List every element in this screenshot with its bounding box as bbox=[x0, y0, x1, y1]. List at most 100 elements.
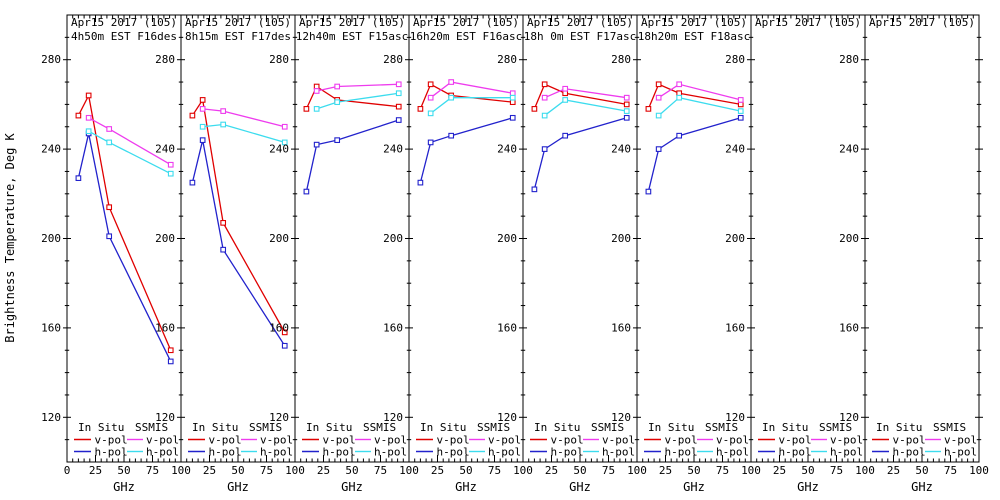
x-tick-label: 75 bbox=[716, 464, 729, 477]
y-tick-label: 280 bbox=[839, 53, 859, 66]
y-tick-label: 240 bbox=[497, 143, 517, 156]
legend-header-ssmis: SSMIS bbox=[705, 421, 738, 434]
y-tick-label: 120 bbox=[269, 411, 289, 424]
legend-label-ssmis_v: v-pol bbox=[830, 434, 863, 447]
legend-label-insitu_v: v-pol bbox=[437, 434, 470, 447]
panel-title: Apr15 2017 (105) bbox=[185, 16, 291, 29]
y-tick-label: 160 bbox=[155, 321, 175, 334]
y-tick-label: 200 bbox=[41, 232, 61, 245]
data-point-marker-ssmis_v bbox=[85, 114, 92, 121]
y-tick-label: 120 bbox=[497, 411, 517, 424]
data-point-marker-insitu_v bbox=[220, 220, 227, 226]
x-tick-label: 50 bbox=[687, 464, 700, 477]
series-line-insitu_h bbox=[647, 117, 741, 192]
data-point-marker-ssmis_h bbox=[448, 94, 455, 101]
data-point-marker-insitu_v bbox=[189, 112, 196, 119]
panel-title: Apr15 2017 (105) bbox=[527, 16, 633, 29]
data-point-marker-insitu_h bbox=[623, 114, 630, 121]
data-point-marker-ssmis_v bbox=[199, 106, 206, 112]
x-tick-label: 75 bbox=[602, 464, 615, 477]
x-tick-label: 100 bbox=[513, 464, 533, 477]
x-tick-label: 25 bbox=[773, 464, 786, 477]
series-line-insitu_h bbox=[77, 133, 172, 362]
panel-1: 120 160 200 240 280 0 25 50 75 100 GHz Apr15 2017 (… bbox=[41, 14, 191, 494]
x-tick-label: 100 bbox=[399, 464, 419, 477]
data-point-marker-insitu_h bbox=[417, 179, 424, 186]
x-tick-label: 50 bbox=[459, 464, 472, 477]
x-tick-label: 50 bbox=[345, 464, 358, 477]
data-point-marker-insitu_v bbox=[167, 347, 174, 354]
x-tick-label: 25 bbox=[203, 464, 216, 477]
legend-label-ssmis_v: v-pol bbox=[944, 434, 977, 447]
legend-header-ssmis: SSMIS bbox=[819, 421, 852, 434]
y-tick-label: 200 bbox=[611, 232, 631, 245]
legend-label-ssmis_v: v-pol bbox=[260, 434, 293, 447]
data-point-marker-ssmis_h bbox=[676, 94, 683, 101]
data-point-marker-ssmis_h bbox=[313, 106, 320, 112]
data-point-marker-ssmis_h bbox=[395, 90, 402, 97]
y-tick-label: 240 bbox=[269, 143, 289, 156]
legend-header-in-situ: In Situ bbox=[876, 421, 922, 434]
data-point-marker-insitu_v bbox=[655, 81, 662, 88]
x-tick-label: 100 bbox=[969, 464, 989, 477]
panel-title: Apr15 2017 (105) bbox=[299, 16, 405, 29]
data-point-marker-ssmis_v bbox=[676, 81, 683, 88]
data-point-marker-insitu_v bbox=[531, 106, 538, 112]
panel-subtitle: 16h20m EST F16asc bbox=[410, 30, 523, 43]
y-tick-label: 120 bbox=[839, 411, 859, 424]
data-point-marker-ssmis_v bbox=[167, 161, 174, 168]
legend-label-ssmis_h: h-pol bbox=[830, 446, 863, 459]
panel-title: Apr15 2017 (105) bbox=[71, 16, 177, 29]
x-tick-label: 75 bbox=[830, 464, 843, 477]
y-tick-label: 280 bbox=[497, 53, 517, 66]
legend-label-insitu_v: v-pol bbox=[665, 434, 698, 447]
series-line-ssmis_v bbox=[316, 83, 399, 92]
legend-header-in-situ: In Situ bbox=[648, 421, 694, 434]
data-point-marker-insitu_h bbox=[676, 132, 683, 139]
x-axis-label: GHz bbox=[683, 480, 705, 494]
data-point-marker-insitu_h bbox=[448, 132, 455, 139]
legend-label-ssmis_h: h-pol bbox=[260, 446, 293, 459]
legend-header-ssmis: SSMIS bbox=[363, 421, 396, 434]
y-tick-label: 160 bbox=[497, 321, 517, 334]
data-point-marker-insitu_v bbox=[427, 81, 434, 88]
data-point-marker-insitu_h bbox=[167, 358, 174, 365]
x-axis-label: GHz bbox=[569, 480, 591, 494]
y-tick-label: 160 bbox=[725, 321, 745, 334]
x-tick-label: 75 bbox=[374, 464, 387, 477]
data-point-marker-ssmis_v bbox=[427, 94, 434, 101]
legend-label-ssmis_v: v-pol bbox=[146, 434, 179, 447]
data-point-marker-ssmis_v bbox=[541, 94, 548, 101]
x-tick-label: 25 bbox=[89, 464, 102, 477]
y-tick-label: 240 bbox=[839, 143, 859, 156]
x-axis-label: GHz bbox=[341, 480, 363, 494]
legend-label-ssmis_v: v-pol bbox=[716, 434, 749, 447]
series-line-insitu_h bbox=[191, 140, 286, 347]
series-line-ssmis_h bbox=[430, 97, 513, 114]
legend-label-ssmis_h: h-pol bbox=[146, 446, 179, 459]
data-point-marker-insitu_v bbox=[417, 106, 424, 112]
y-tick-label: 120 bbox=[725, 411, 745, 424]
legend-label-insitu_h: h-pol bbox=[779, 446, 812, 459]
legend-label-insitu_h: h-pol bbox=[551, 446, 584, 459]
data-point-marker-insitu_h bbox=[395, 117, 402, 123]
legend-label-insitu_v: v-pol bbox=[323, 434, 356, 447]
x-tick-label: 100 bbox=[627, 464, 647, 477]
y-tick-label: 160 bbox=[839, 321, 859, 334]
legend-label-ssmis_v: v-pol bbox=[488, 434, 521, 447]
y-tick-label: 200 bbox=[269, 232, 289, 245]
data-point-marker-ssmis_v bbox=[655, 94, 662, 101]
y-tick-label: 240 bbox=[41, 143, 61, 156]
data-point-marker-ssmis_h bbox=[167, 170, 174, 177]
x-tick-label: 25 bbox=[545, 464, 558, 477]
data-point-marker-insitu_v bbox=[75, 112, 82, 119]
y-tick-label: 280 bbox=[725, 53, 745, 66]
data-point-marker-insitu_v bbox=[281, 329, 288, 336]
panel-title: Apr15 2017 (105) bbox=[755, 16, 861, 29]
series-line-insitu_h bbox=[419, 117, 513, 183]
panel-5: 120 160 200 240 280 25 50 75 100 GHz Apr15 2017 (1… bbox=[497, 14, 647, 494]
panel-frame bbox=[864, 14, 980, 463]
